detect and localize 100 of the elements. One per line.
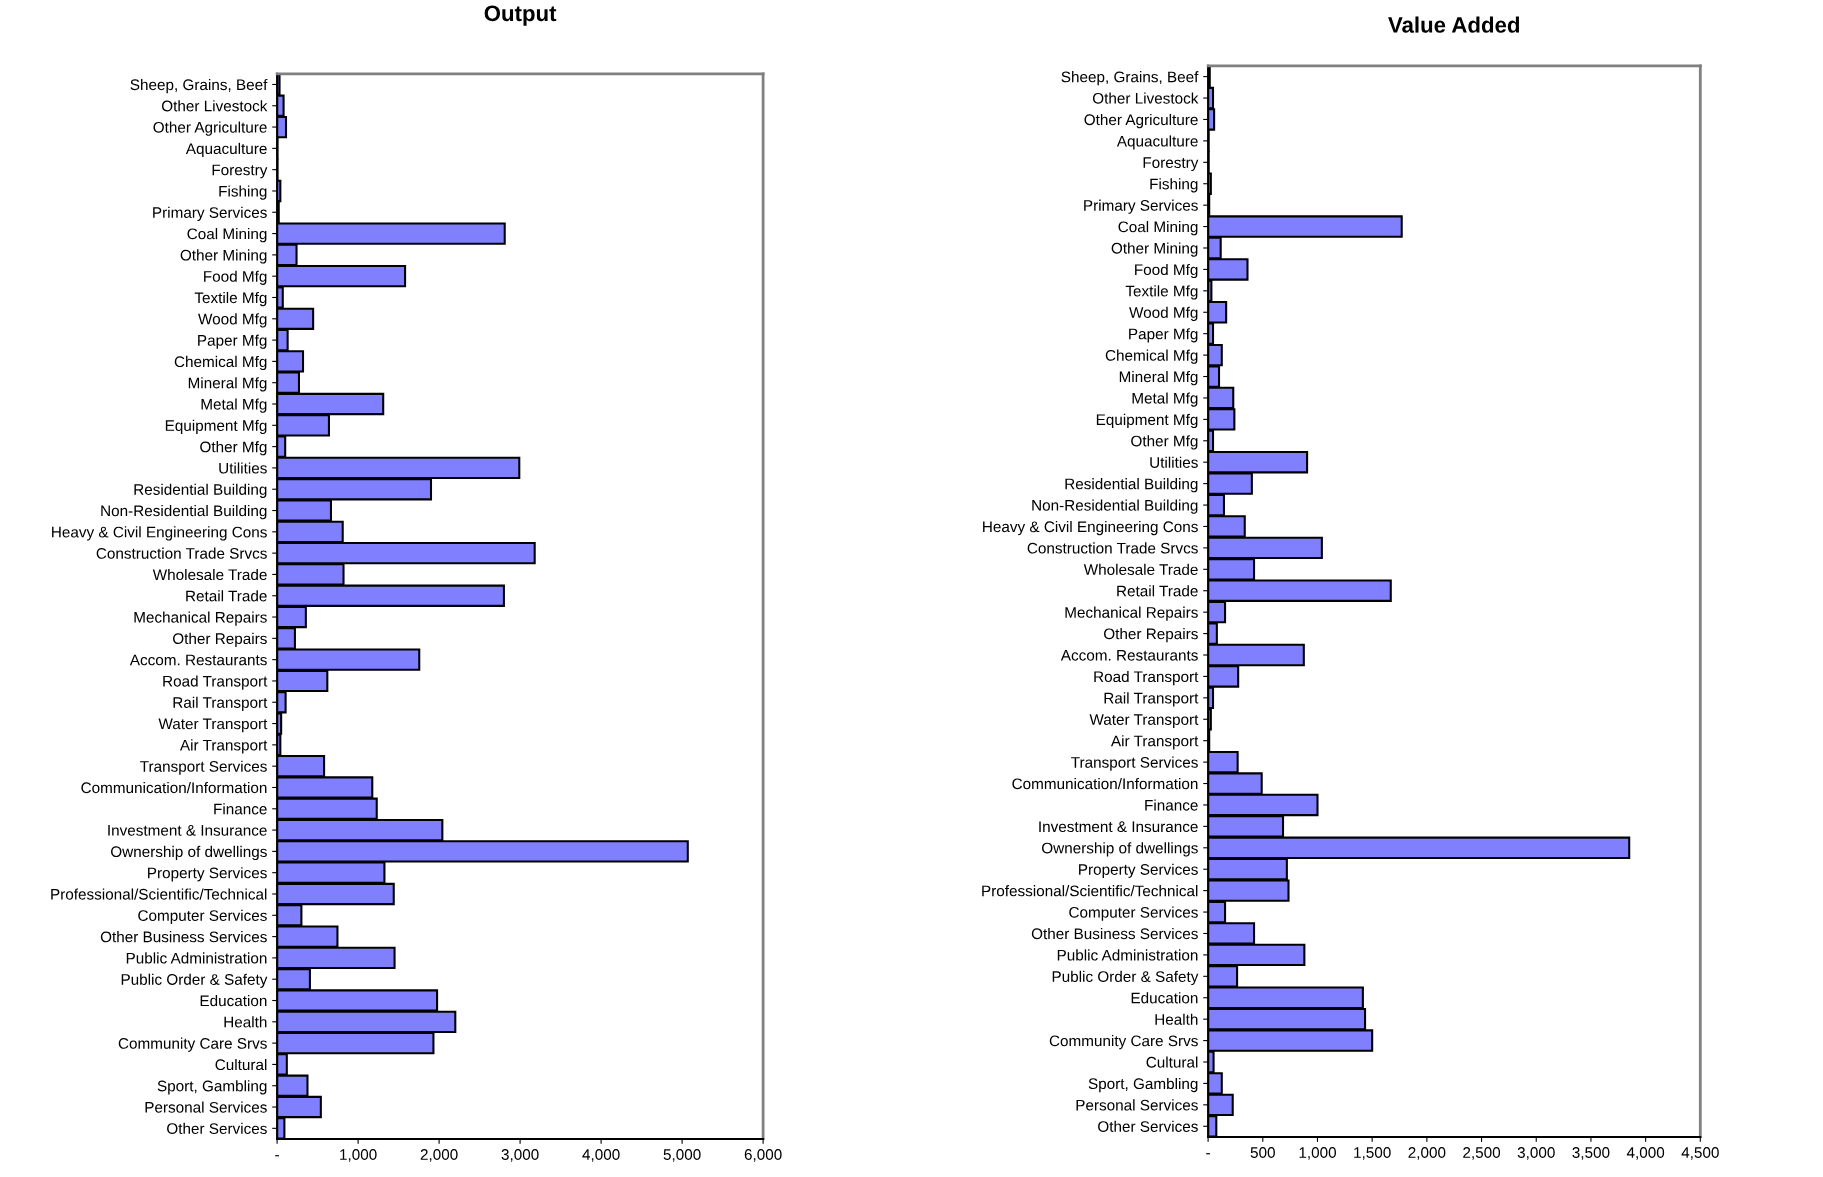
y-tick-label: Water Transport	[158, 718, 268, 733]
y-tick-label: Rail Transport	[1104, 692, 1199, 707]
y-tick-label: Other Mining	[1111, 242, 1198, 257]
y-tick-label: Mechanical Repairs	[134, 611, 267, 626]
y-tick-label: Finance	[214, 803, 267, 815]
x-tick-label: 4,000	[582, 1149, 620, 1162]
y-tick-label: Sheep, Grains, Beef	[1061, 71, 1199, 86]
x-tick-label: 2,000	[420, 1149, 458, 1162]
y-tick-label: Transport Services	[1071, 756, 1198, 771]
y-tick-label: Forestry	[212, 164, 268, 179]
y-tick-label: Finance	[1145, 799, 1198, 811]
y-tick-label: Transport Services	[140, 760, 267, 775]
y-tick-label: Food Mfg	[204, 270, 267, 285]
x-tick-label: 3,500	[1572, 1147, 1610, 1160]
y-tick-label: Wood Mfg	[198, 313, 267, 328]
y-tick-label: Textile Mfg	[1125, 285, 1198, 300]
x-tick-label: 1,000	[340, 1149, 377, 1162]
y-tick-label: Fishing	[219, 185, 267, 200]
x-tick-label: 5,000	[663, 1149, 701, 1162]
y-tick-label: Other Repairs	[173, 632, 267, 648]
y-tick-label: Paper Mfg	[1129, 328, 1198, 343]
y-tick-label: Chemical Mfg	[1105, 349, 1198, 364]
y-tick-label: Education	[1131, 992, 1198, 1004]
y-tick-label: Public Administration	[1057, 949, 1198, 961]
y-tick-label: Other Mfg	[1131, 435, 1198, 450]
y-tick-label: Non-Residential Building	[101, 504, 267, 520]
y-tick-label: Forestry	[1143, 157, 1199, 172]
y-tick-label: Cultural	[1146, 1056, 1198, 1068]
y-tick-label: Other Livestock	[161, 100, 268, 112]
y-tick-label: Other Business Services	[100, 931, 267, 943]
y-tick-label: Other Services	[167, 1122, 267, 1135]
y-tick-label: Community Care Srvs	[1049, 1035, 1198, 1050]
y-tick-label: Construction Trade Srvcs	[96, 547, 267, 559]
y-tick-label: Retail Trade	[186, 590, 267, 602]
y-tick-label: Computer Services	[138, 909, 267, 924]
y-tick-label: Mechanical Repairs	[1065, 606, 1198, 621]
y-tick-label: Aquaculture	[185, 142, 267, 158]
y-tick-label: Ownership of dwellings	[111, 845, 267, 861]
y-tick-label: Utilities	[1150, 456, 1198, 468]
x-tick-label: 4,000	[1626, 1147, 1665, 1160]
y-tick-label: Food Mfg	[1135, 263, 1198, 279]
x-tick-label: -	[275, 1155, 279, 1157]
y-tick-label: Construction Trade Srvcs	[1027, 542, 1198, 554]
y-tick-label: Rail Transport	[173, 696, 268, 711]
y-tick-label: Wood Mfg	[1129, 306, 1198, 321]
y-tick-label: Heavy & Civil Engineering Cons	[983, 520, 1198, 536]
y-tick-label: Cultural	[215, 1058, 267, 1071]
y-tick-label: Residential Building	[134, 483, 267, 498]
y-tick-label: Sport, Gambling	[1088, 1077, 1198, 1093]
y-tick-label: Heavy & Civil Engineering Cons	[52, 526, 267, 541]
x-tick-label: 3,000	[1517, 1147, 1555, 1160]
y-tick-label: Primary Services	[1084, 199, 1198, 214]
x-tick-label: -	[1206, 1153, 1210, 1155]
y-tick-label: Paper Mfg	[198, 334, 267, 349]
y-tick-label: Residential Building	[1065, 478, 1198, 493]
y-tick-label: Other Mfg	[200, 441, 267, 456]
y-tick-label: Sheep, Grains, Beef	[130, 78, 268, 94]
y-tick-label: Communication/Information	[81, 781, 267, 794]
y-tick-label: Other Mining	[180, 249, 267, 264]
y-tick-label: Communication/Information	[1012, 777, 1198, 790]
y-tick-label: Sport, Gambling	[157, 1080, 267, 1095]
y-tick-label: Road Transport	[163, 675, 268, 690]
y-tick-label: Community Care Srvs	[118, 1037, 267, 1052]
y-tick-label: Public Administration	[126, 952, 267, 964]
y-tick-label: Ownership of dwellings	[1042, 842, 1198, 857]
x-tick-label: 500	[1250, 1147, 1275, 1158]
y-tick-label: Primary Services	[153, 206, 267, 221]
y-tick-label: Mineral Mfg	[1119, 370, 1198, 386]
x-tick-label: 4,500	[1681, 1147, 1719, 1160]
y-tick-label: Other Repairs	[1104, 628, 1198, 643]
chart-title: Value Added	[1388, 16, 1520, 33]
y-tick-label: Coal Mining	[187, 228, 267, 243]
x-tick-label: 1,500	[1354, 1147, 1391, 1160]
y-tick-label: Computer Services	[1069, 906, 1198, 921]
y-tick-label: Metal Mfg	[1132, 392, 1198, 407]
y-tick-label: Textile Mfg	[194, 291, 267, 307]
x-tick-label: 6,000	[744, 1149, 782, 1162]
x-tick-label: 2,000	[1408, 1147, 1446, 1160]
y-tick-label: Mineral Mfg	[188, 377, 267, 392]
y-tick-label: Chemical Mfg	[174, 355, 267, 371]
y-tick-label: Professional/Scientific/Technical	[982, 885, 1198, 897]
y-tick-label: Personal Services	[1076, 1099, 1198, 1111]
y-tick-label: Road Transport	[1094, 670, 1199, 686]
y-tick-label: Other Services	[1098, 1120, 1198, 1132]
y-tick-label: Other Agriculture	[1084, 113, 1198, 129]
y-tick-label: Personal Services	[145, 1101, 267, 1113]
y-tick-label: Education	[200, 994, 267, 1007]
y-tick-label: Professional/Scientific/Technical	[51, 888, 267, 900]
y-tick-label: Wholesale Trade	[1083, 563, 1198, 575]
y-tick-label: Wholesale Trade	[152, 568, 267, 581]
y-tick-label: Health	[1155, 1013, 1198, 1025]
chart-title: Output	[484, 5, 557, 26]
y-tick-label: Other Agriculture	[153, 121, 267, 136]
x-tick-label: 1,000	[1299, 1147, 1336, 1160]
y-tick-label: Aquaculture	[1116, 135, 1198, 150]
y-tick-label: Equipment Mfg	[1096, 413, 1198, 429]
y-tick-label: Coal Mining	[1118, 221, 1198, 236]
y-tick-label: Fishing	[1150, 178, 1198, 193]
y-tick-label: Property Services	[1079, 863, 1198, 878]
y-tick-label: Investment & Insurance	[108, 825, 267, 836]
